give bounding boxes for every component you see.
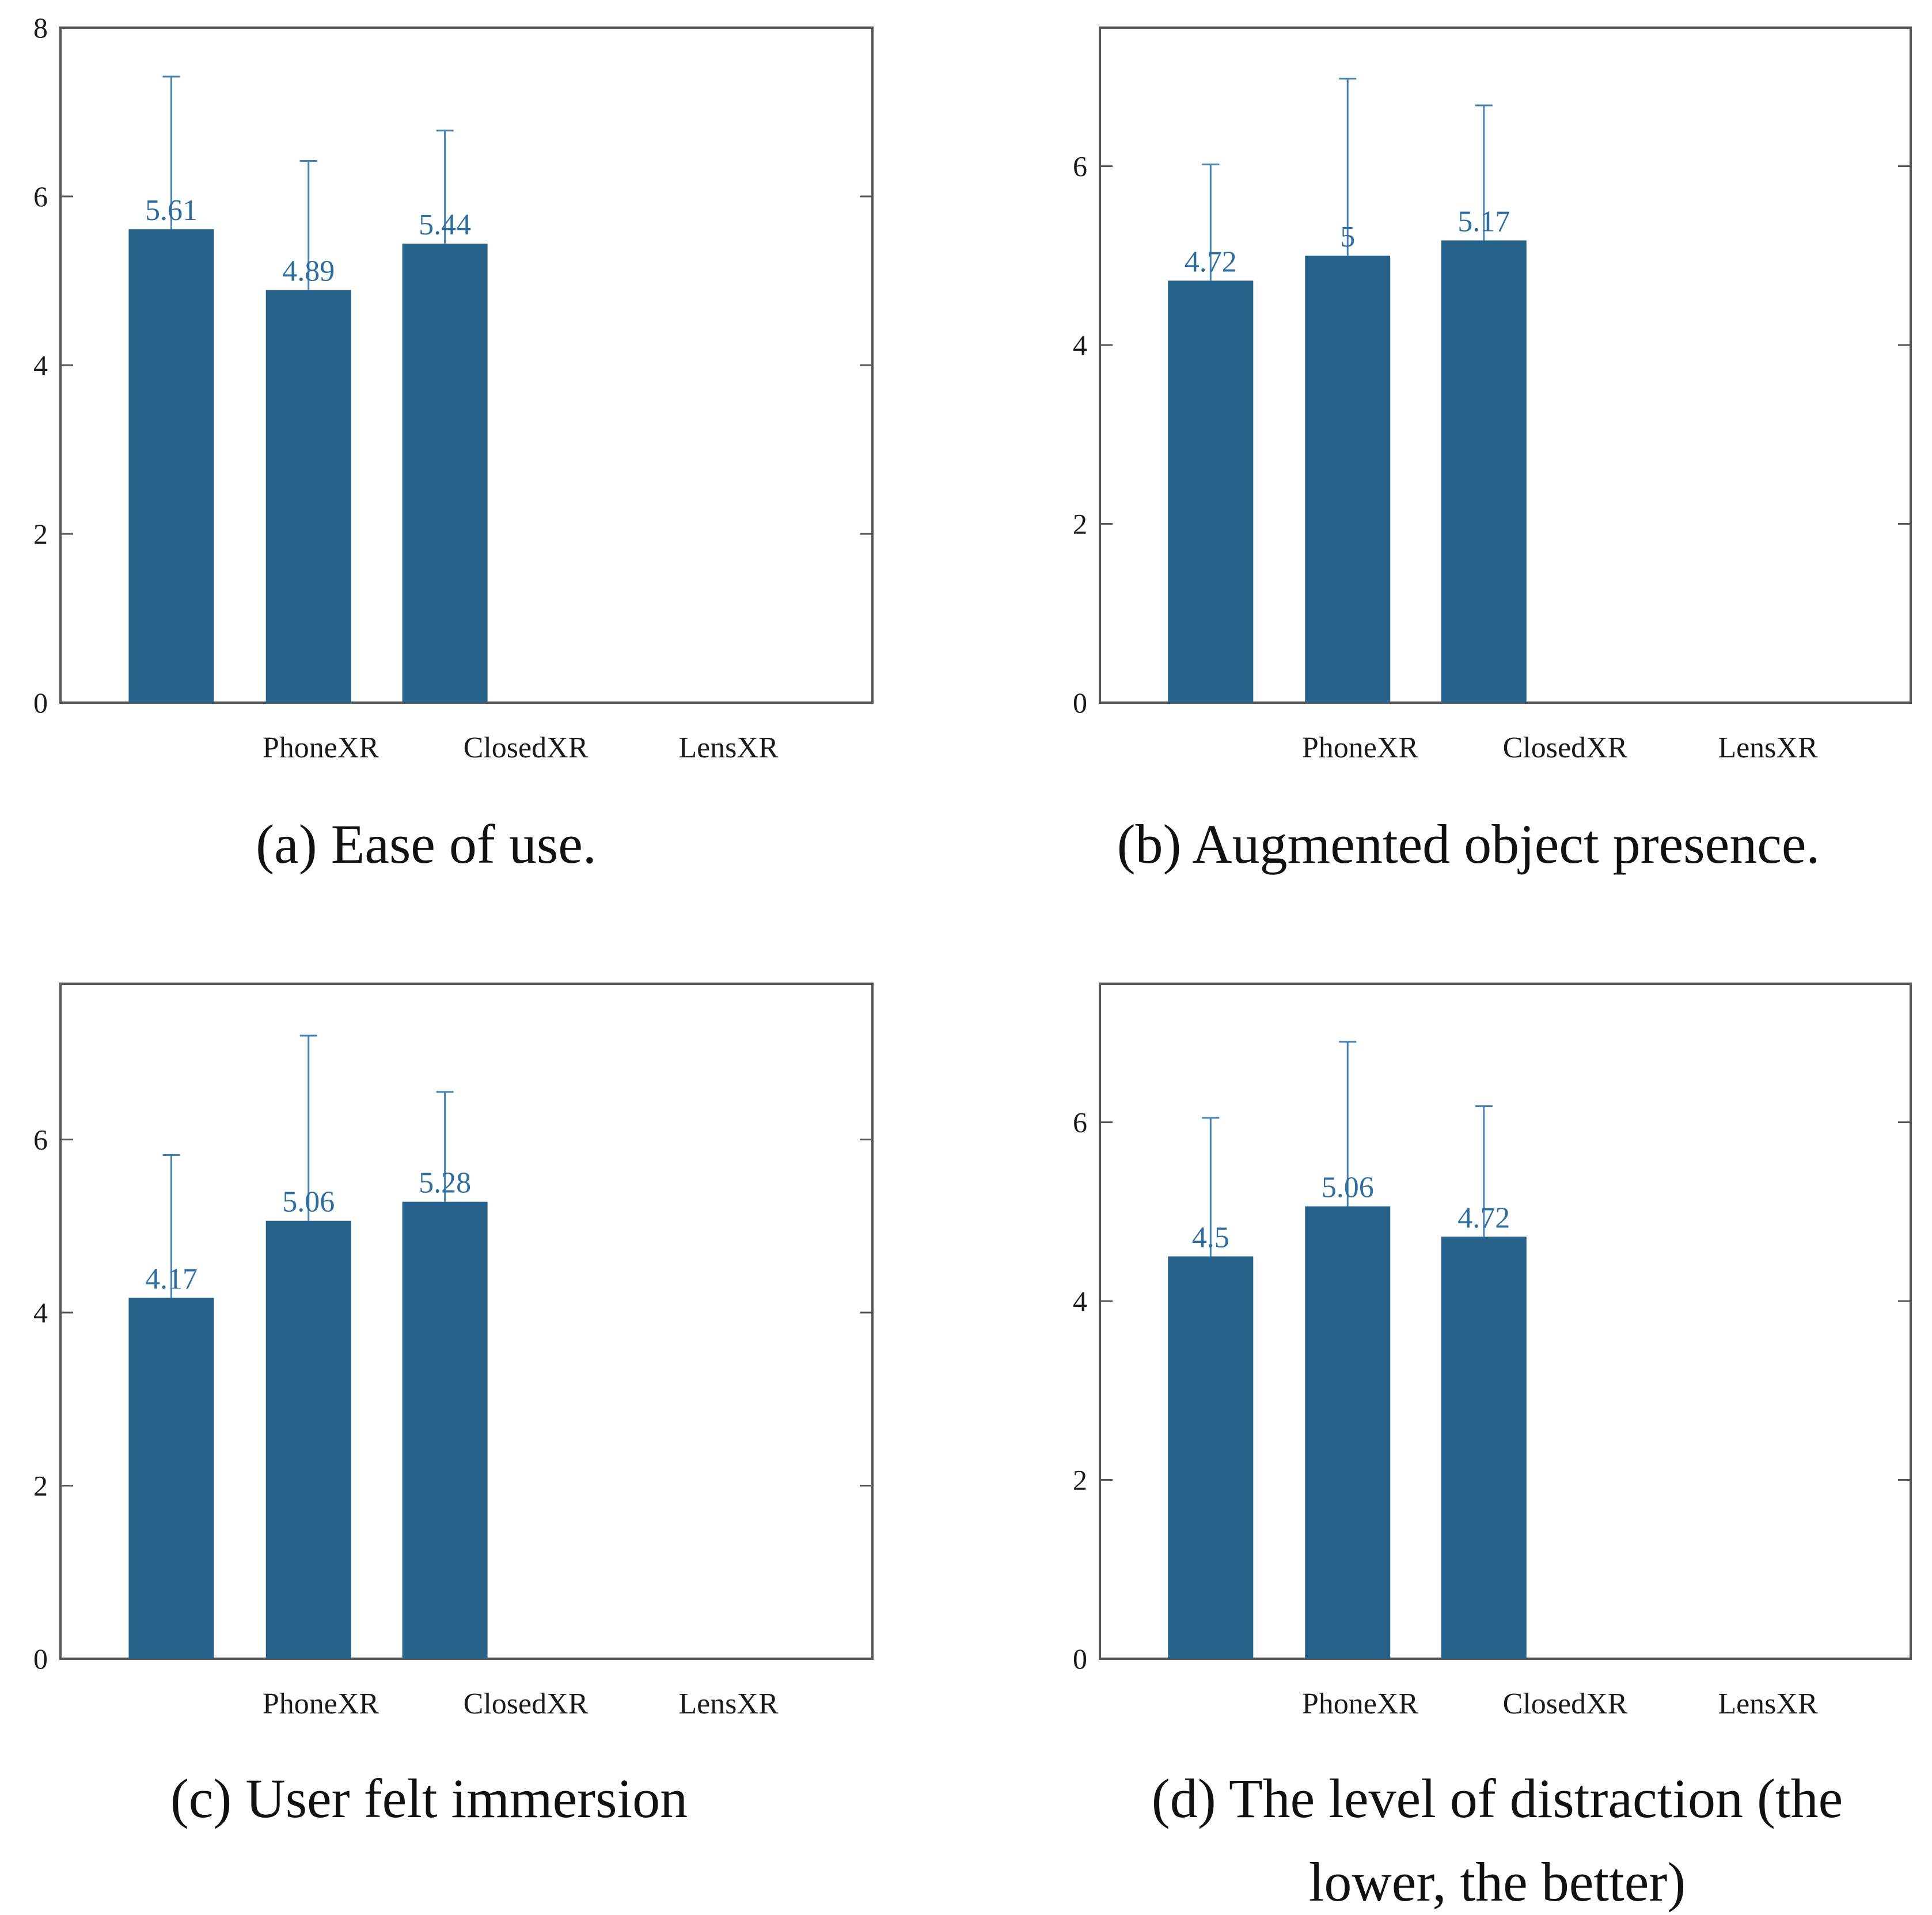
x-tick-label: PhoneXR bbox=[1302, 731, 1419, 764]
data-label: 4.89 bbox=[282, 255, 335, 288]
y-tick-label: 2 bbox=[33, 1469, 48, 1501]
data-label: 4.17 bbox=[145, 1262, 198, 1295]
bar bbox=[128, 1298, 214, 1659]
bar bbox=[1441, 1237, 1527, 1659]
x-tick-label: LensXR bbox=[678, 731, 779, 764]
chart-c: 0 2 4 6 4.17 PhoneXR 5.06 ClosedXR 5.28 LensXR (c)… bbox=[33, 983, 874, 1829]
y-tick-label: 8 bbox=[33, 12, 48, 44]
chart-a: 0 2 4 6 8 5.61 PhoneXR 4.89 ClosedXR 5.44 LensXR (a… bbox=[33, 12, 874, 875]
x-tick-label: LensXR bbox=[678, 1688, 779, 1720]
bar bbox=[265, 290, 351, 703]
y-tick-label: 2 bbox=[1073, 1464, 1087, 1496]
chart-caption: (a) Ease of use. bbox=[256, 813, 597, 875]
data-label: 5.17 bbox=[1457, 205, 1510, 238]
y-tick-label: 4 bbox=[1073, 329, 1087, 361]
y-tick-label: 0 bbox=[1073, 1643, 1087, 1675]
data-label: 5 bbox=[1340, 221, 1355, 253]
bar bbox=[402, 244, 488, 703]
data-label: 5.61 bbox=[145, 194, 198, 227]
chart-caption: (b) Augmented object presence. bbox=[1117, 813, 1820, 875]
x-tick-label: ClosedXR bbox=[464, 731, 589, 764]
x-tick-label: LensXR bbox=[1718, 1688, 1818, 1720]
y-tick-label: 0 bbox=[33, 687, 48, 719]
y-tick-label: 4 bbox=[33, 1296, 48, 1329]
y-tick-label: 6 bbox=[1073, 150, 1087, 183]
bar bbox=[1168, 280, 1254, 703]
y-tick-label: 2 bbox=[1073, 508, 1087, 540]
bar bbox=[128, 229, 214, 703]
x-tick-label: PhoneXR bbox=[263, 731, 379, 764]
y-tick-label: 0 bbox=[1073, 687, 1087, 719]
data-label: 4.72 bbox=[1457, 1201, 1510, 1234]
x-tick-label: LensXR bbox=[1718, 731, 1818, 764]
x-tick-label: ClosedXR bbox=[1503, 1688, 1628, 1720]
chart-d: 0 2 4 6 4.5 PhoneXR 5.06 ClosedXR 4.72 LensXR (d) … bbox=[1073, 983, 1912, 1913]
bar bbox=[1305, 1206, 1391, 1659]
chart-caption: (d) The level of distraction (the bbox=[1152, 1768, 1843, 1829]
x-tick-label: PhoneXR bbox=[263, 1688, 379, 1720]
y-tick-label: 6 bbox=[1073, 1106, 1087, 1139]
x-tick-label: ClosedXR bbox=[464, 1688, 589, 1720]
chart-caption: lower, the better) bbox=[1309, 1851, 1686, 1913]
bar bbox=[1441, 240, 1527, 703]
y-tick-label: 4 bbox=[1073, 1285, 1087, 1317]
chart-caption: (c) User felt immersion bbox=[170, 1768, 688, 1829]
data-label: 5.28 bbox=[419, 1167, 471, 1200]
bar bbox=[402, 1201, 488, 1659]
data-label: 4.72 bbox=[1185, 245, 1237, 278]
data-label: 4.5 bbox=[1192, 1221, 1229, 1254]
y-tick-label: 4 bbox=[33, 349, 48, 381]
bar bbox=[265, 1220, 351, 1659]
x-tick-label: ClosedXR bbox=[1503, 731, 1628, 764]
y-tick-label: 2 bbox=[33, 518, 48, 550]
x-tick-label: PhoneXR bbox=[1302, 1688, 1419, 1720]
data-label: 5.06 bbox=[1322, 1171, 1374, 1204]
y-tick-label: 6 bbox=[33, 180, 48, 213]
data-label: 5.06 bbox=[282, 1186, 335, 1219]
data-label: 5.44 bbox=[419, 208, 471, 241]
chart-b: 0 2 4 6 4.72 PhoneXR 5 ClosedXR 5.17 LensXR (b) Au… bbox=[1073, 26, 1912, 875]
bar bbox=[1305, 255, 1391, 703]
y-tick-label: 0 bbox=[33, 1643, 48, 1675]
y-tick-label: 6 bbox=[33, 1123, 48, 1155]
bar bbox=[1168, 1256, 1254, 1659]
